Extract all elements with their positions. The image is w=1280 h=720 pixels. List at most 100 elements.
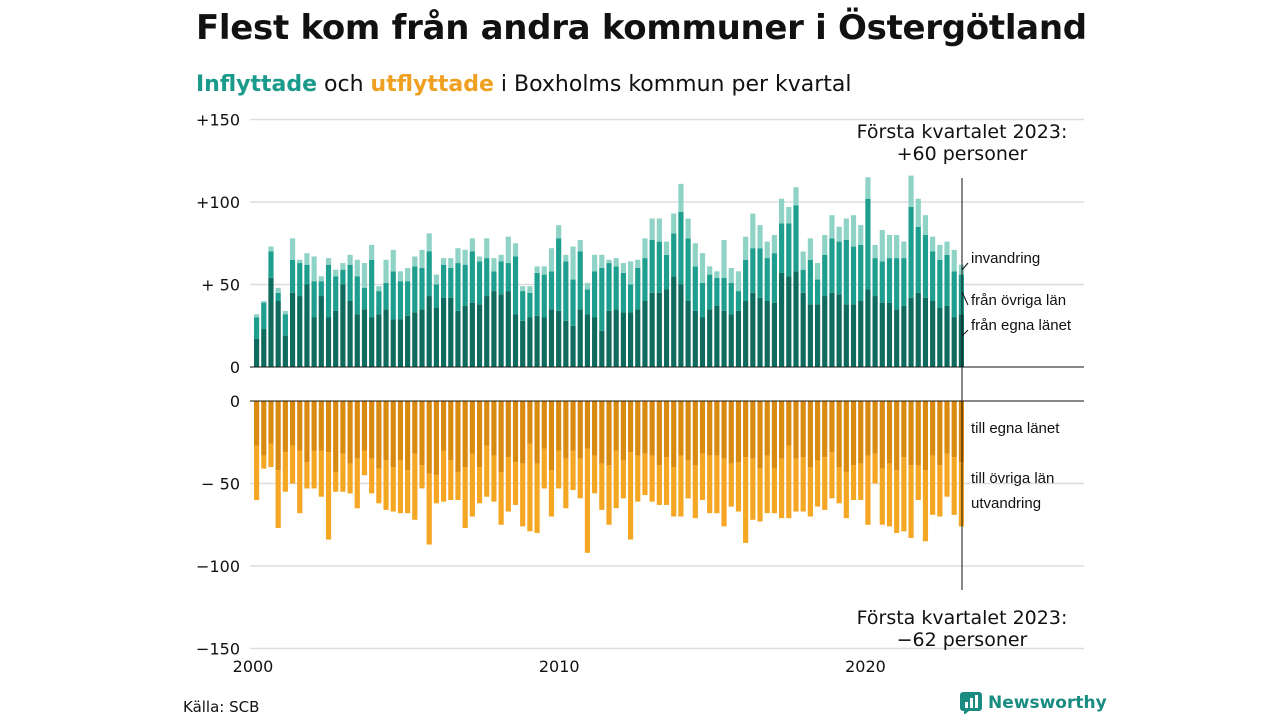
bar-in-0 [469, 302, 475, 367]
bar-in-0 [642, 301, 648, 367]
bar-out-0 [261, 401, 267, 456]
bar-in-2 [779, 198, 785, 224]
bar-in-2 [908, 175, 914, 207]
bar-out-1 [354, 458, 360, 509]
bar-in-2 [757, 225, 763, 249]
bar-in-1 [304, 264, 310, 285]
bar-out-0 [347, 401, 353, 464]
bar-in-1 [563, 261, 569, 321]
bar-in-2 [556, 225, 562, 239]
bar-in-0 [901, 305, 907, 367]
bar-in-2 [771, 235, 778, 254]
bar-in-1 [663, 254, 670, 290]
bar-out-1 [937, 465, 943, 517]
bar-in-1 [793, 205, 799, 272]
bar-in-1 [520, 291, 526, 321]
bar-in-1 [671, 233, 677, 277]
bar-in-1 [397, 281, 404, 320]
bar-in-2 [369, 244, 375, 260]
bar-in-1 [858, 244, 864, 301]
bar-in-1 [340, 269, 346, 285]
bar-in-0 [858, 301, 864, 367]
bar-in-2 [671, 213, 677, 234]
bar-out-0 [958, 401, 964, 463]
bar-in-1 [289, 259, 296, 293]
bar-in-1 [606, 263, 612, 311]
bar-in-2 [563, 254, 569, 262]
bar-out-0 [441, 401, 447, 451]
bar-in-2 [448, 258, 454, 268]
bar-out-0 [707, 401, 713, 456]
bar-out-0 [505, 401, 511, 458]
bar-out-1 [491, 455, 497, 502]
bar-in-0 [944, 305, 950, 367]
bar-in-1 [915, 226, 921, 293]
bar-out-1 [829, 452, 835, 499]
bar-out-1 [843, 471, 849, 519]
bar-in-0 [757, 297, 763, 367]
bars-utflyttade [254, 401, 964, 553]
bar-in-0 [462, 305, 468, 367]
bar-in-2 [829, 215, 835, 239]
bar-in-2 [620, 263, 626, 273]
bar-out-0 [757, 401, 763, 469]
bar-in-0 [254, 338, 260, 367]
bar-in-0 [599, 330, 605, 367]
bar-out-1 [484, 445, 490, 497]
bar-out-0 [764, 401, 770, 456]
bar-in-0 [656, 292, 662, 367]
bar-out-0 [908, 401, 914, 466]
bar-in-0 [261, 329, 267, 367]
bar-in-0 [548, 309, 555, 367]
bar-in-2 [858, 225, 864, 245]
bar-out-0 [340, 401, 346, 454]
bar-in-2 [807, 238, 813, 260]
bar-in-0 [275, 301, 281, 367]
bar-in-2 [743, 236, 749, 260]
bar-out-1 [807, 467, 813, 517]
bar-in-2 [613, 258, 619, 267]
bar-in-1 [620, 272, 626, 313]
bar-out-0 [448, 401, 454, 461]
bar-in-0 [649, 292, 655, 367]
bar-in-1 [412, 266, 418, 313]
bar-in-0 [685, 301, 691, 367]
bar-in-2 [325, 258, 332, 265]
y-tick-label-out: − 50 [201, 475, 240, 494]
bar-out-0 [771, 401, 778, 469]
bar-in-2 [958, 264, 964, 275]
bar-out-0 [405, 401, 411, 471]
bar-out-0 [678, 401, 684, 456]
bar-in-0 [822, 296, 828, 367]
bar-in-1 [469, 251, 475, 303]
bar-out-0 [383, 401, 389, 461]
bar-out-1 [325, 452, 332, 540]
bar-in-1 [405, 281, 411, 316]
bar-in-0 [829, 292, 835, 367]
bar-out-0 [469, 401, 475, 454]
bar-in-0 [448, 297, 454, 367]
bar-in-2 [894, 235, 900, 259]
bar-out-0 [685, 401, 691, 461]
bar-out-0 [894, 401, 900, 471]
bar-in-2 [520, 286, 526, 292]
bar-out-0 [951, 401, 957, 458]
bar-in-2 [390, 249, 396, 272]
bar-in-0 [879, 302, 885, 367]
bars-inflyttade [254, 175, 964, 367]
bar-out-0 [297, 401, 303, 451]
bar-in-1 [476, 261, 483, 305]
bar-in-1 [548, 271, 555, 310]
bar-out-0 [599, 401, 605, 464]
bar-in-2 [282, 310, 288, 315]
bar-in-1 [692, 266, 698, 311]
bar-in-0 [663, 289, 670, 367]
bar-in-1 [390, 271, 396, 320]
bar-out-0 [642, 401, 648, 454]
annotation-top-line1: Första kvartalet 2023: [857, 121, 1068, 143]
bar-out-0 [692, 401, 698, 466]
bar-in-2 [441, 258, 447, 265]
bar-in-0 [419, 309, 425, 367]
bar-out-1 [894, 470, 900, 533]
series-label-out: utvandring [971, 495, 1041, 512]
